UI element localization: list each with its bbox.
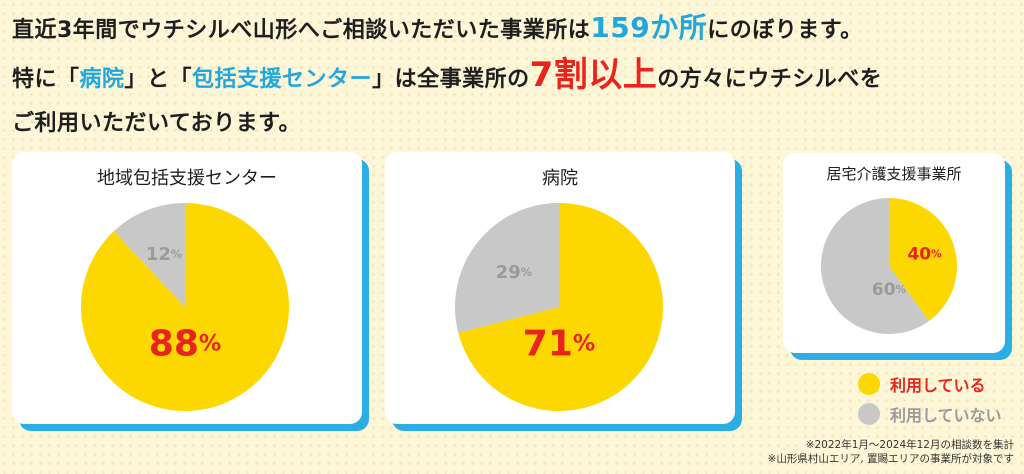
legend-item-using: 利用している — [858, 371, 986, 397]
legend-label-not-using: 利用していない — [890, 406, 1002, 425]
slice-label-using: 71% — [523, 323, 595, 364]
legend-label-using: 利用している — [890, 376, 986, 395]
headline-line-2: 特に「病院」と「包括支援センター」は全事業所の7割以上の方々にウチシルべを — [12, 55, 883, 95]
footnotes: ※2022年1月～2024年12月の相談数を集計 ※山形県村山エリア, 置賜エリ… — [768, 438, 1014, 466]
slice-label-using: 40% — [907, 244, 942, 264]
legend: 利用している 利用していない — [858, 371, 1018, 431]
legend-swatch-not-using — [858, 403, 880, 425]
pie-chart-hospital: 71% 29% — [455, 203, 664, 411]
pie-chart-center: 88% 12% — [80, 203, 290, 411]
pie-chart-home-care: 40%60% — [821, 198, 958, 334]
highlight-center: 包括支援センター — [192, 67, 373, 92]
slice-label-using: 88% — [149, 323, 221, 364]
highlight-percentage: 7割以上 — [529, 55, 658, 95]
chart-title-hospital: 病院 — [542, 168, 578, 189]
headline: 直近3年間でウチシルべ山形へご相談いただいた事業所は159か所にのぼります。 特… — [12, 6, 882, 146]
slice-label-not-using: 12% — [146, 243, 182, 264]
headline-line-1: 直近3年間でウチシルべ山形へご相談いただいた事業所は159か所にのぼります。 — [12, 11, 863, 44]
slice-using — [889, 198, 958, 322]
legend-swatch-using — [858, 373, 880, 395]
slice-not-using — [821, 198, 929, 334]
slice-label-not-using: 60% — [872, 280, 907, 300]
slice-not-using — [113, 203, 185, 307]
slice-using — [458, 203, 664, 411]
highlight-hospital: 病院 — [79, 67, 125, 92]
footnote-period: ※2022年1月～2024年12月の相談数を集計 — [805, 439, 1014, 451]
chart-title-home-care: 居宅介護支援事業所 — [826, 165, 962, 183]
slice-label-not-using: 29% — [496, 261, 532, 282]
facility-count: 159か所 — [590, 11, 708, 44]
slice-not-using — [455, 203, 559, 333]
chart-title-center: 地域包括支援センター — [97, 168, 277, 189]
footnote-area: ※山形県村山エリア, 置賜エリアの事業所が対象です — [767, 453, 1014, 465]
headline-line-3: ご利用いただいております。 — [12, 111, 301, 136]
legend-item-not-using: 利用していない — [858, 401, 1002, 427]
